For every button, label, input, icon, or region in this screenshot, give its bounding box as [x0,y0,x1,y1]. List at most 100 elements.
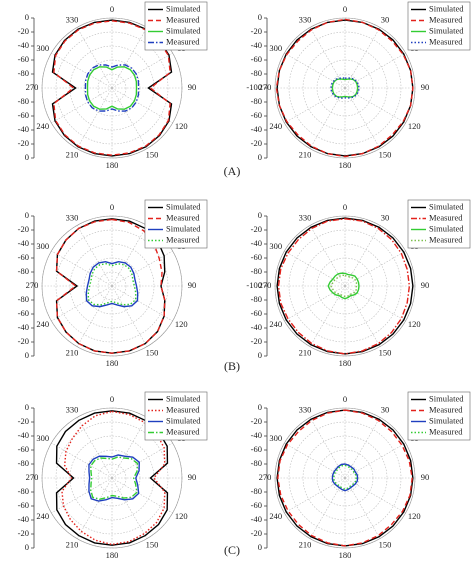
legend-label: Measured [429,36,463,46]
r-tick-label: 0 [258,402,262,412]
theta-tick-label: 0 [110,4,114,14]
r-tick-label: -40 [18,514,29,524]
polar-frame [274,17,416,159]
r-tick-label: -60 [251,308,262,318]
series-line [88,454,140,502]
r-tick-label: 0 [258,12,262,22]
r-tick-label: -60 [251,444,262,454]
theta-tick-label: 210 [299,348,312,358]
grid-spoke [111,250,173,287]
theta-tick-label: 330 [66,212,79,222]
theta-tick-label: 180 [106,358,119,368]
grid-spoke [76,477,113,539]
r-tick-label: -80 [251,96,262,106]
panel-label: (B) [224,359,240,373]
grid-circle [288,31,402,145]
grid-spoke [344,250,406,287]
grid-spoke [309,87,346,149]
legend-label: Measured [429,14,463,24]
legend-label: Measured [429,426,463,436]
theta-tick-label: 300 [36,433,49,443]
theta-tick-label: 330 [299,404,312,414]
r-tick-label: -40 [251,124,262,134]
theta-tick-label: 180 [339,550,352,560]
theta-tick-label: 0 [110,394,114,404]
series-line [333,464,357,490]
theta-tick-label: 120 [175,511,188,521]
r-tick-label: -80 [251,486,262,496]
grid-spoke [51,87,113,124]
grid-spoke [76,225,113,287]
polar-frame [41,17,183,159]
theta-tick-label: 210 [66,540,79,550]
theta-tick-label: 0 [343,4,347,14]
series-line [61,410,166,546]
grid-spoke [111,285,173,322]
series-line [330,77,360,99]
theta-tick-label: 150 [146,540,159,550]
grid-spoke [51,285,113,322]
grid-spoke [284,250,346,287]
grid-spoke [51,250,113,287]
r-tick-label: -60 [18,110,29,120]
grid-spoke [111,87,148,149]
grid-spoke [111,225,148,287]
legend-label: Simulated [429,415,464,425]
r-tick-label: -80 [18,294,29,304]
grid-spoke [284,285,346,322]
r-tick-label: -60 [18,500,29,510]
legend-label: Simulated [429,25,464,35]
theta-tick-label: 180 [106,160,119,170]
r-tick-label: -40 [18,40,29,50]
grid-circle [97,271,127,301]
grid-spoke [111,285,148,347]
series-line [55,218,166,354]
theta-tick-label: 330 [299,212,312,222]
r-tick-label: -60 [18,308,29,318]
grid-spoke [111,477,173,514]
r-tick-label: -20 [18,224,29,234]
series-line [87,262,137,306]
r-tick-label: -80 [18,266,29,276]
grid-spoke [309,477,346,539]
theta-tick-label: 270 [26,82,39,92]
theta-tick-label: 120 [175,121,188,131]
legend-label: Measured [429,404,463,414]
grid-spoke [344,87,406,124]
r-tick-label: -20 [18,138,29,148]
r-tick-label: -20 [18,528,29,538]
grid-spoke [344,285,381,347]
legend-label: Measured [166,212,200,222]
theta-tick-label: 120 [408,319,421,329]
grid-circle [55,421,169,535]
theta-tick-label: 330 [66,14,79,24]
theta-tick-label: 300 [269,241,282,251]
grid-spoke [111,52,173,89]
r-tick-label: -20 [251,416,262,426]
legend-label: Simulated [166,25,201,35]
legend-label: Measured [166,404,200,414]
r-tick-label: 0 [25,350,29,360]
r-tick-label: -20 [251,336,262,346]
series-line [276,217,414,355]
legend-label: Measured [166,234,200,244]
theta-tick-label: 300 [269,433,282,443]
r-tick-label: -80 [251,68,262,78]
theta-tick-label: 210 [299,150,312,160]
r-tick-label: -60 [18,54,29,64]
r-tick-label: -40 [251,322,262,332]
r-tick-label: -40 [18,430,29,440]
grid-circle [288,229,402,343]
grid-spoke [111,442,173,479]
series-line [277,218,411,355]
theta-tick-label: 270 [26,280,39,290]
r-tick-label: -20 [251,138,262,148]
grid-spoke [284,87,346,124]
grid-circle [55,31,169,145]
r-tick-label: 0 [25,402,29,412]
r-tick-label: -20 [18,336,29,346]
grid-spoke [51,477,113,514]
r-tick-label: 0 [258,210,262,220]
theta-tick-label: 120 [408,121,421,131]
legend-label: Measured [166,426,200,436]
